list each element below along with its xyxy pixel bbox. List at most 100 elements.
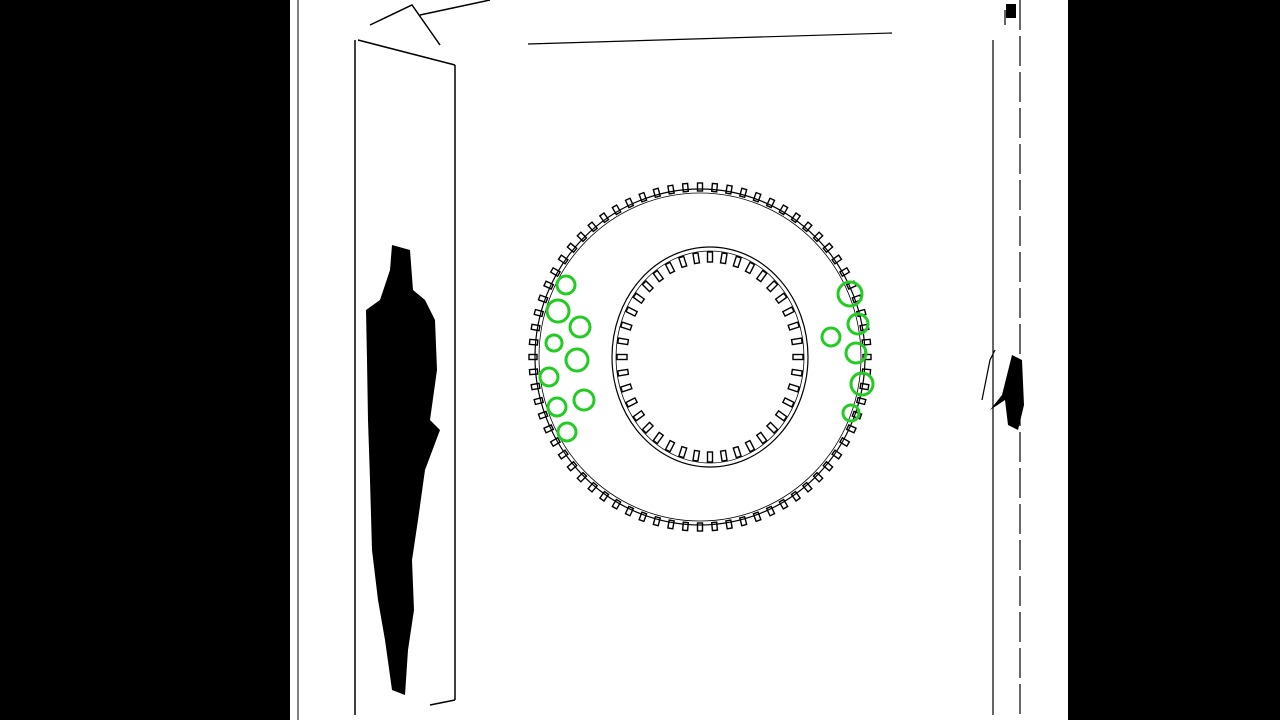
inner-gear-tooth: [652, 431, 665, 445]
inner-gear-tooth: [787, 321, 801, 331]
outer-gear-tooth: [530, 382, 541, 391]
detection-marker-circle: [555, 274, 577, 296]
inner-gear-tooth: [664, 261, 676, 275]
outer-gear-tooth: [528, 338, 539, 346]
outer-gear-tooth: [696, 182, 704, 192]
top-right-mark: [1006, 4, 1016, 18]
outer-gear-tooth: [624, 505, 635, 517]
inner-gear-tooth: [755, 431, 768, 445]
inner-gear-tooth: [625, 396, 639, 408]
outer-gear-tooth: [557, 449, 569, 460]
inner-gear-tooth: [616, 353, 628, 361]
inner-gear-tooth: [678, 445, 688, 459]
detection-marker-circle: [546, 396, 568, 418]
outer-gear-tooth: [652, 187, 662, 199]
inner-gear-tooth: [719, 252, 728, 265]
inner-gear-tooth: [678, 255, 688, 269]
inner-gear-tooth: [616, 368, 630, 377]
outer-gear-tooth: [533, 308, 545, 318]
inner-gear-tooth: [719, 449, 728, 462]
outer-gear-tooth: [790, 212, 802, 224]
outer-gear-tooth: [831, 449, 843, 460]
outer-gear-tooth: [587, 221, 599, 233]
detection-marker-circle: [568, 315, 592, 339]
outer-gear-tooth: [681, 182, 690, 193]
inner-gear-tooth: [619, 321, 633, 331]
detection-marker-circle: [538, 366, 560, 388]
outer-gear-tooth: [831, 254, 843, 265]
outer-gear-tooth: [528, 368, 539, 376]
inner-gear-tooth: [774, 292, 788, 305]
shadow-blob: [366, 245, 440, 695]
outer-gear-tooth: [696, 522, 704, 532]
outer-gear-tooth: [638, 191, 648, 203]
right-letterbox: [1068, 0, 1280, 720]
outer-gear-tooth: [530, 323, 541, 332]
inner-gear-tooth: [790, 368, 804, 377]
inner-gear-rim-inner: [615, 250, 805, 464]
inner-gear-tooth: [632, 292, 646, 305]
inner-gear-tooth: [755, 269, 768, 283]
inner-gear-tooth: [692, 252, 701, 265]
outer-gear-tooth: [778, 498, 789, 510]
outer-gear-tooth: [861, 338, 872, 346]
inner-gear-tooth: [732, 445, 742, 459]
outer-gear-tooth: [576, 231, 588, 243]
detection-marker-circle: [564, 347, 590, 373]
inner-gear-tooth: [744, 261, 756, 275]
inner-gear-tooth: [765, 279, 779, 293]
outer-gear-tooth: [855, 396, 867, 406]
outer-gear-tooth: [765, 505, 776, 517]
outer-gear-tooth: [765, 197, 776, 209]
detection-marker-circle: [849, 371, 875, 397]
outer-gear-tooth: [667, 519, 675, 530]
outer-gear-tooth: [822, 460, 834, 472]
outer-gear-tooth: [543, 280, 555, 291]
outer-gear-tooth: [710, 521, 719, 532]
outer-gear-tooth: [566, 460, 578, 472]
inner-gear-tooth: [641, 421, 655, 435]
outer-gear-tooth: [710, 182, 719, 193]
detection-marker-circle: [556, 421, 578, 443]
inner-gear-rim: [611, 246, 809, 468]
inner-gear-tooth: [790, 337, 804, 346]
outer-gear-tooth: [752, 511, 762, 523]
detection-marker-circle: [820, 326, 842, 348]
inner-gear-tooth: [641, 279, 655, 293]
outer-gear-tooth: [652, 515, 662, 527]
detection-marker-circle: [841, 403, 861, 423]
outer-gear-tooth: [738, 187, 748, 199]
detection-marker-circle: [544, 333, 564, 353]
outer-gear-tooth: [624, 197, 635, 209]
outer-gear-tooth: [576, 471, 588, 483]
outer-gear-tooth: [725, 519, 733, 530]
outer-gear-tooth: [611, 498, 622, 510]
inner-gear-tooth: [765, 421, 779, 435]
outer-gear-tooth: [543, 423, 555, 434]
outer-gear-tooth: [549, 266, 562, 278]
outer-gear-tooth: [638, 511, 648, 523]
outer-gear-tooth: [790, 490, 802, 502]
outer-gear-tooth: [845, 423, 857, 434]
outer-gear-tooth: [537, 294, 549, 304]
outer-gear-tooth: [611, 204, 622, 216]
outer-gear-tooth: [725, 184, 733, 195]
top-edge: [527, 32, 893, 45]
detection-marker-circle: [836, 280, 864, 308]
outer-gear-tooth: [801, 481, 813, 493]
inner-gear-tooth: [692, 449, 701, 462]
outer-gear-tooth: [557, 254, 569, 265]
right-shadow: [990, 355, 1024, 430]
outer-gear-tooth: [667, 184, 675, 195]
inner-gear-tooth: [732, 255, 742, 269]
inner-gear-tooth: [787, 383, 801, 393]
outer-gear-tooth: [801, 221, 813, 233]
outer-gear-tooth: [752, 191, 762, 203]
outer-gear-tooth: [838, 436, 851, 448]
left-letterbox: [0, 0, 290, 720]
detection-marker-circle: [545, 298, 571, 324]
outer-gear-tooth: [537, 410, 549, 420]
inner-gear-tooth: [616, 337, 630, 346]
